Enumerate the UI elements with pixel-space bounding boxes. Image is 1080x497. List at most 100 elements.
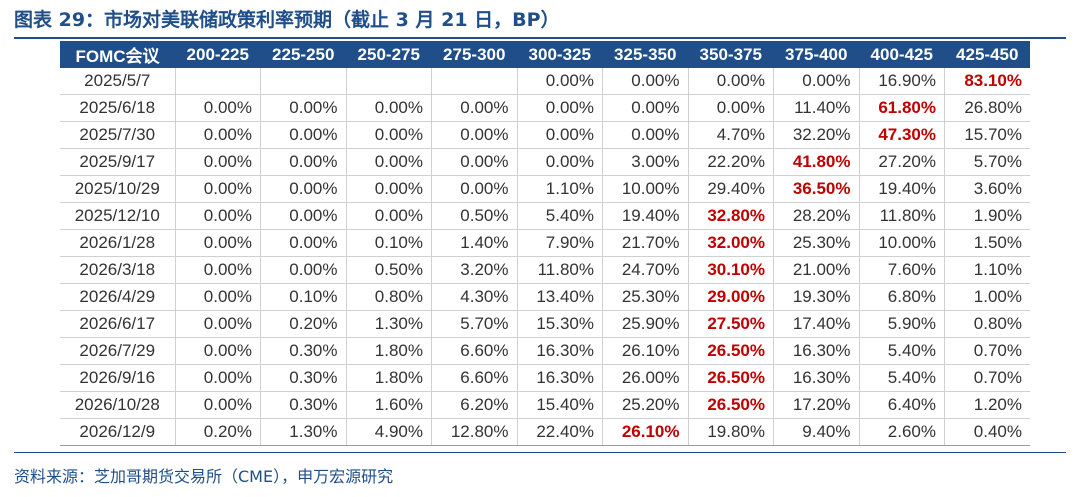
probability-cell: 4.30%	[431, 283, 517, 311]
probability-cell: 16.30%	[516, 364, 603, 392]
probability-cell: 10.00%	[858, 229, 945, 257]
table-row: 2025/5/7 0.00% 0.00% 0.00% 0.00% 16.90% 83.10%	[60, 68, 1030, 95]
probability-cell: 16.30%	[516, 337, 603, 365]
probability-cell: 6.20%	[431, 391, 517, 419]
probability-cell: 0.00%	[174, 202, 261, 230]
footer-divider	[14, 452, 1066, 453]
probability-cell: 0.30%	[260, 337, 346, 365]
probability-cell: 29.00%	[687, 283, 774, 311]
meeting-date-cell: 2026/3/18	[60, 256, 175, 284]
probability-cell: 25.90%	[602, 310, 688, 338]
probability-cell: 1.10%	[944, 256, 1030, 284]
table-row: 2025/6/18 0.00% 0.00% 0.00% 0.00% 0.00% 0.00% 0…	[60, 94, 1030, 122]
column-header-range: 200-225	[175, 41, 261, 68]
probability-cell: 0.00%	[174, 283, 261, 311]
probability-cell: 61.80%	[858, 94, 945, 122]
probability-cell: 6.60%	[431, 364, 517, 392]
probability-cell: 2.60%	[858, 418, 945, 446]
probability-cell: 0.40%	[944, 418, 1030, 446]
probability-cell: 0.00%	[260, 121, 346, 149]
column-header-range: 275-300	[431, 41, 517, 68]
meeting-date-cell: 2026/12/9	[60, 418, 175, 446]
probability-cell: 26.50%	[687, 364, 774, 392]
probability-cell: 0.00%	[516, 68, 603, 95]
probability-cell: 1.60%	[345, 391, 432, 419]
probability-cell: 12.80%	[431, 418, 517, 446]
probability-cell: 7.60%	[858, 256, 945, 284]
probability-cell: 0.00%	[773, 68, 859, 95]
probability-cell: 0.00%	[602, 121, 688, 149]
probability-cell: 32.00%	[687, 229, 774, 257]
table-row: 2025/12/10 0.00% 0.00% 0.00% 0.50% 5.40% 19.40…	[60, 202, 1030, 230]
probability-cell: 1.80%	[345, 364, 432, 392]
probability-cell: 0.00%	[174, 256, 261, 284]
probability-cell: 29.40%	[687, 175, 774, 203]
probability-cell: 1.30%	[345, 310, 432, 338]
probability-cell: 5.90%	[858, 310, 945, 338]
probability-cell: 0.00%	[687, 68, 774, 95]
probability-cell: 0.00%	[174, 337, 261, 365]
probability-cell: 25.20%	[602, 391, 688, 419]
probability-cell: 0.00%	[174, 364, 261, 392]
table-body: 2025/5/7 0.00% 0.00% 0.00% 0.00% 16.90% 83.10%…	[60, 68, 1030, 446]
probability-cell: 32.80%	[687, 202, 774, 230]
probability-cell: 0.00%	[345, 121, 432, 149]
probability-cell: 0.30%	[260, 364, 346, 392]
probability-cell: 21.70%	[602, 229, 688, 257]
column-header-range: 375-400	[773, 41, 859, 68]
page-title: 图表 29：市场对美联储政策利率预期（截止 3 月 21 日，BP）	[14, 9, 560, 31]
probability-cell: 3.20%	[431, 256, 517, 284]
table-row: 2025/7/30 0.00% 0.00% 0.00% 0.00% 0.00% 0.00% 4…	[60, 121, 1030, 149]
table-row: 2026/7/29 0.00% 0.30% 1.80% 6.60% 16.30% 26.10…	[60, 337, 1030, 365]
meeting-date-cell: 2025/5/7	[60, 68, 175, 95]
probability-cell: 5.40%	[516, 202, 603, 230]
probability-cell: 3.00%	[602, 148, 688, 176]
column-header-range: 350-375	[688, 41, 774, 68]
probability-cell: 0.00%	[516, 94, 603, 122]
probability-cell: 41.80%	[773, 148, 859, 176]
column-header-range: 300-325	[517, 41, 603, 68]
probability-cell: 26.50%	[687, 391, 774, 419]
probability-cell: 0.00%	[260, 148, 346, 176]
probability-cell	[431, 68, 517, 95]
probability-cell: 1.80%	[345, 337, 432, 365]
meeting-date-cell: 2026/10/28	[60, 391, 175, 419]
probability-cell: 9.40%	[773, 418, 859, 446]
probability-cell: 26.10%	[602, 418, 688, 446]
probability-cell: 0.00%	[431, 175, 517, 203]
probability-cell: 83.10%	[944, 68, 1030, 95]
probability-cell: 21.00%	[773, 256, 859, 284]
table-row: 2026/10/28 0.00% 0.30% 1.60% 6.20% 15.40% 25.2…	[60, 391, 1030, 419]
probability-cell: 5.40%	[858, 364, 945, 392]
title-divider	[14, 37, 1066, 39]
table-row: 2026/1/28 0.00% 0.00% 0.10% 1.40% 7.90% 21.70%…	[60, 229, 1030, 257]
probability-cell: 0.00%	[174, 121, 261, 149]
probability-cell: 26.80%	[944, 94, 1030, 122]
probability-cell: 6.80%	[858, 283, 945, 311]
column-header-range: 225-250	[260, 41, 346, 68]
probability-cell: 1.50%	[944, 229, 1030, 257]
probability-cell: 4.70%	[687, 121, 774, 149]
probability-cell: 15.30%	[516, 310, 603, 338]
probability-cell: 0.00%	[687, 94, 774, 122]
probability-cell: 0.00%	[260, 175, 346, 203]
table-row: 2026/6/17 0.00% 0.20% 1.30% 5.70% 15.30% 25.90…	[60, 310, 1030, 338]
probability-cell: 0.00%	[516, 121, 603, 149]
probability-cell: 0.00%	[174, 229, 261, 257]
probability-cell: 0.00%	[602, 68, 688, 95]
probability-cell: 19.40%	[602, 202, 688, 230]
probability-cell: 0.00%	[516, 148, 603, 176]
probability-cell: 0.00%	[260, 202, 346, 230]
probability-cell: 0.00%	[174, 94, 261, 122]
probability-cell: 0.30%	[260, 391, 346, 419]
probability-cell: 11.80%	[516, 256, 603, 284]
meeting-date-cell: 2026/6/17	[60, 310, 175, 338]
probability-cell: 0.00%	[260, 256, 346, 284]
probability-cell	[260, 68, 346, 95]
probability-cell: 22.20%	[687, 148, 774, 176]
probability-cell: 1.90%	[944, 202, 1030, 230]
probability-cell: 0.00%	[345, 175, 432, 203]
column-header-meeting: FOMC会议	[60, 41, 175, 68]
probability-cell: 1.10%	[516, 175, 603, 203]
probability-cell: 30.10%	[687, 256, 774, 284]
